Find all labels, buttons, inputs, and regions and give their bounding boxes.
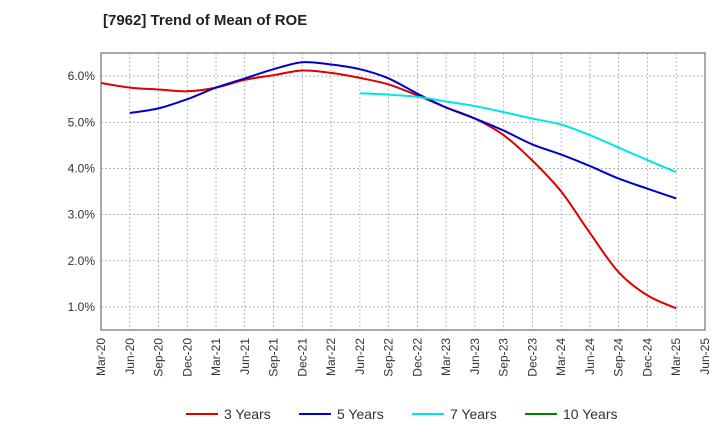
axis-layer: 1.0% 2.0% 3.0% 4.0% 5.0% 6.0% Mar-20 Jun-20 Sep-… (68, 52, 712, 377)
legend-label-7-years: 7 Years (450, 406, 497, 422)
chart-title: [7962] Trend of Mean of ROE (103, 12, 308, 29)
x-tick-label: Sep-24 (612, 338, 626, 377)
legend-label-10-years: 10 Years (563, 406, 618, 422)
grid-layer (101, 53, 705, 330)
x-tick-label: Jun-25 (698, 338, 712, 375)
legend-label-5-years: 5 Years (337, 406, 384, 422)
y-tick-label: 2.0% (68, 254, 96, 268)
series-line-7-years (359, 92, 677, 174)
y-tick-label: 4.0% (68, 161, 96, 175)
x-tick-label: Mar-25 (669, 338, 683, 376)
x-tick-label: Dec-24 (640, 338, 654, 377)
y-tick-label: 6.0% (68, 69, 96, 83)
x-tick-label: Dec-22 (410, 338, 424, 377)
x-tick-label: Sep-23 (497, 338, 511, 377)
legend-label-3-years: 3 Years (224, 406, 271, 422)
plot-area (101, 53, 705, 330)
plot-frame (100, 52, 706, 331)
x-tick-label: Sep-22 (382, 338, 396, 377)
y-tick-label: 5.0% (68, 115, 96, 129)
x-tick-label: Mar-23 (439, 338, 453, 376)
series-line-3-years (100, 69, 677, 310)
y-tick-label: 3.0% (68, 208, 96, 222)
series-line-5-years (129, 61, 677, 200)
x-tick-label: Jun-23 (468, 338, 482, 375)
x-tick-label: Sep-21 (267, 338, 281, 377)
x-tick-label: Mar-22 (324, 338, 338, 376)
x-tick-label: Dec-21 (295, 338, 309, 377)
legend: 3 Years 5 Years 7 Years 10 Years (186, 406, 618, 422)
x-tick-label: Mar-20 (94, 338, 108, 376)
x-tick-label: Jun-22 (353, 338, 367, 375)
x-tick-label: Jun-21 (238, 338, 252, 375)
x-tick-label: Mar-21 (209, 338, 223, 376)
series-layer (100, 61, 677, 310)
y-tick-label: 1.0% (68, 300, 96, 314)
x-tick-label: Sep-20 (152, 338, 166, 377)
x-tick-label: Dec-20 (180, 338, 194, 377)
x-tick-label: Mar-24 (554, 338, 568, 376)
x-tick-label: Jun-24 (583, 338, 597, 375)
x-tick-label: Jun-20 (123, 338, 137, 375)
x-tick-label: Dec-23 (525, 338, 539, 377)
